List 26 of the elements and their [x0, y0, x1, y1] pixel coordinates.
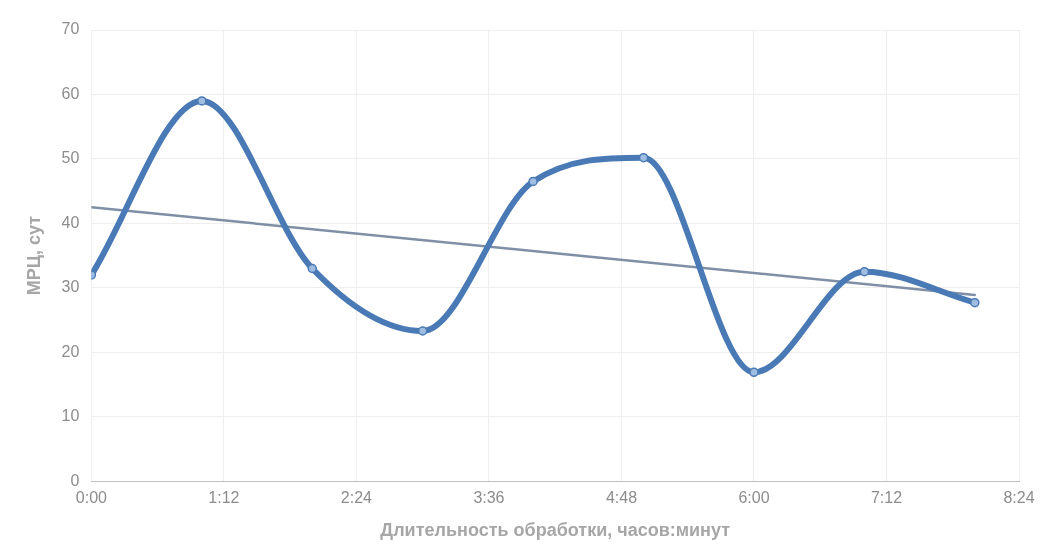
y-axis-title: МРЦ, сут — [23, 215, 44, 296]
y-tick-label: 60 — [61, 84, 80, 102]
x-tick-label: 6:00 — [738, 489, 770, 507]
x-tick-label: 4:48 — [605, 489, 638, 507]
y-tick-label: 40 — [61, 213, 80, 231]
point — [970, 297, 980, 308]
x-tick-label: 0:00 — [75, 489, 108, 507]
x-tick-label: 8:24 — [1003, 489, 1035, 507]
y-tick-label: 50 — [61, 149, 80, 167]
point — [197, 96, 207, 106]
y-tick-label: 0 — [70, 471, 80, 489]
point — [528, 176, 538, 187]
y-tick-label: 20 — [61, 342, 80, 360]
point — [859, 266, 870, 277]
y-tick-label: 30 — [61, 278, 80, 296]
x-tick-label: 7:12 — [870, 489, 903, 507]
point — [417, 326, 428, 336]
point — [638, 152, 649, 163]
y-tick-label: 10 — [61, 407, 80, 425]
x-tick-label: 3:36 — [473, 489, 505, 507]
x-axis-title: Длительность обработки, часов:минут — [380, 520, 731, 541]
point — [749, 367, 759, 378]
y-tick-label: 70 — [61, 20, 80, 38]
x-tick-label: 1:12 — [208, 489, 240, 507]
x-tick-label: 2:24 — [340, 489, 373, 507]
point — [307, 263, 318, 274]
